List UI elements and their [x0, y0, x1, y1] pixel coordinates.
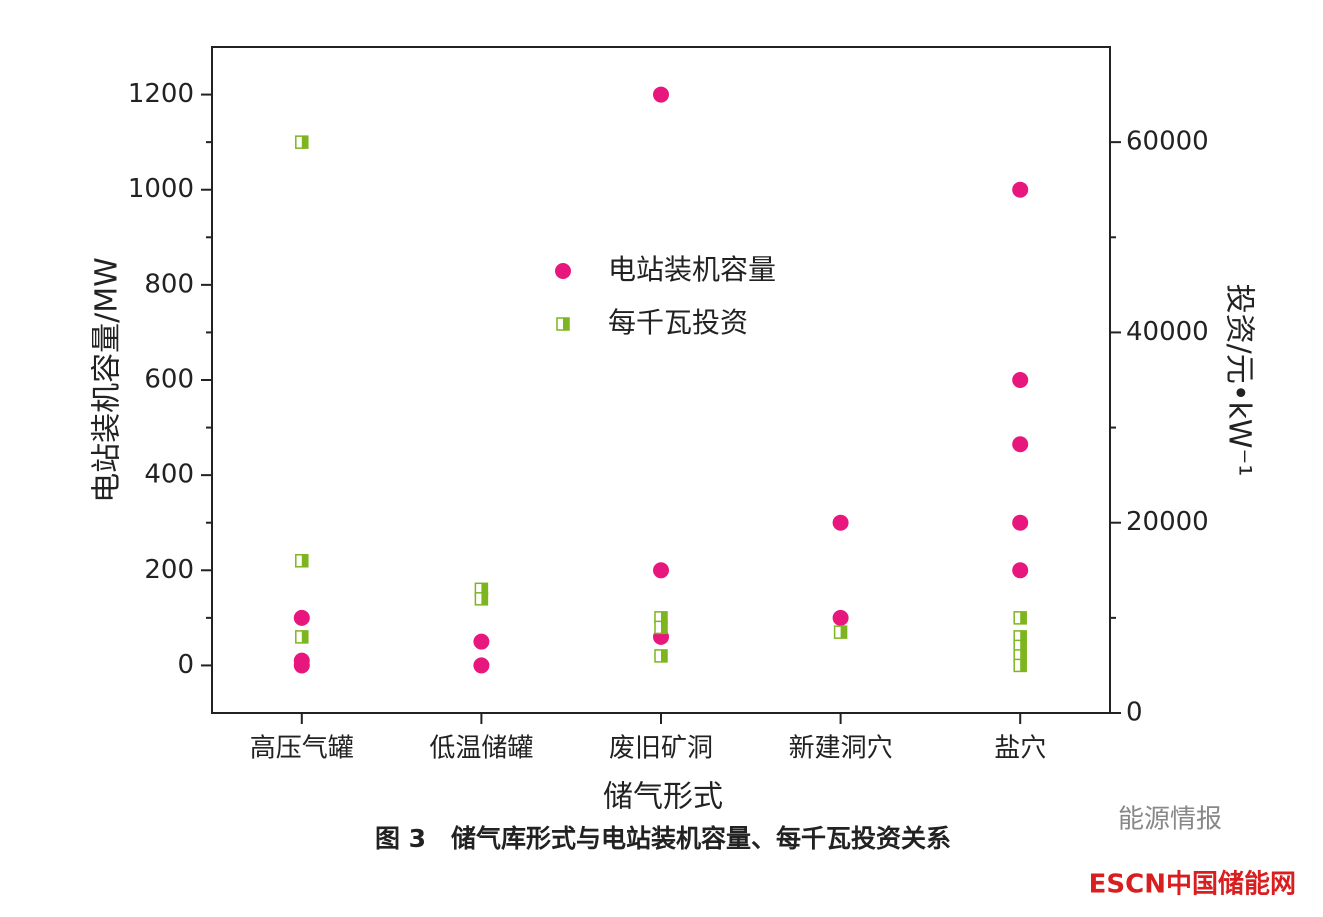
marker-fill	[1020, 640, 1027, 653]
point	[1012, 181, 1029, 198]
y-tick-label: 600	[144, 365, 194, 395]
point	[1013, 611, 1027, 625]
y-tick-label: 1200	[128, 79, 194, 109]
point	[295, 630, 309, 644]
point	[1012, 562, 1029, 579]
legend-marker	[556, 317, 570, 331]
point	[473, 633, 490, 650]
point	[833, 625, 848, 639]
x-axis-label: 储气形式	[603, 780, 723, 815]
y-tick-label: 400	[144, 460, 194, 490]
legend-marker	[555, 263, 571, 279]
watermark: 能源情报	[1118, 805, 1222, 835]
marker-fill	[301, 630, 308, 643]
marker-fill	[563, 318, 569, 330]
point	[295, 135, 309, 149]
point	[832, 514, 849, 531]
point	[473, 657, 490, 674]
point	[653, 86, 669, 103]
x-tick-label: 新建洞穴	[789, 734, 893, 764]
point	[1013, 658, 1027, 673]
x-tick-label: 低温储罐	[429, 734, 533, 764]
marker-fill	[1020, 659, 1027, 672]
marker-fill	[1020, 611, 1027, 624]
y-tick-label: 1000	[128, 174, 194, 204]
x-tick-label: 盐穴	[994, 734, 1046, 764]
marker-fill	[661, 621, 667, 634]
marker-fill	[1020, 630, 1027, 643]
legend-label: 每千瓦投资	[608, 306, 748, 339]
marker-fill	[840, 626, 847, 639]
point	[474, 592, 489, 606]
marker-fill	[481, 592, 488, 605]
caption: 图 3 储气库形式与电站装机容量、每千瓦投资关系	[375, 824, 951, 853]
y2-axis-label: 投资/元•kW⁻¹	[1222, 284, 1257, 477]
y2-tick-label: 40000	[1126, 317, 1209, 347]
point	[654, 649, 668, 663]
point	[654, 620, 668, 635]
marker-fill	[481, 583, 488, 596]
y2-tick-label: 0	[1126, 698, 1143, 728]
marker-fill	[301, 136, 308, 149]
y-tick-label: 0	[177, 650, 194, 680]
point	[293, 657, 310, 674]
y2-tick-label: 20000	[1126, 507, 1209, 537]
marker-fill	[661, 649, 667, 662]
point	[832, 609, 849, 626]
legend-label: 电站装机容量	[608, 253, 776, 286]
point	[295, 554, 309, 568]
y-tick-label: 200	[144, 555, 194, 585]
y-axis-label: 电站装机容量/MW	[90, 257, 125, 503]
point	[293, 609, 310, 626]
point	[1012, 514, 1029, 531]
y-tick-label: 800	[144, 269, 194, 299]
y2-tick-label: 60000	[1126, 127, 1209, 157]
point	[653, 562, 669, 579]
marker-fill	[301, 554, 308, 567]
x-tick-label: 高压气罐	[250, 734, 354, 764]
point	[1012, 372, 1029, 388]
watermark: ESCN中国储能网	[1089, 869, 1296, 900]
point	[1012, 436, 1029, 453]
marker-fill	[1020, 649, 1027, 662]
x-tick-label: 废旧矿洞	[609, 734, 713, 764]
marker-fill	[661, 611, 667, 624]
